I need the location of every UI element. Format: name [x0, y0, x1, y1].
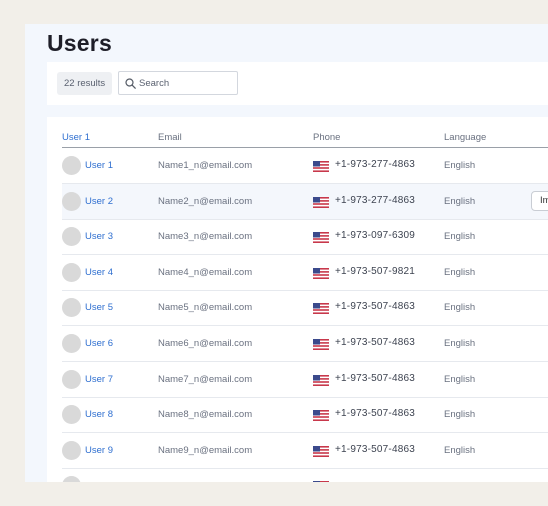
us-flag-icon	[313, 373, 329, 386]
table-row[interactable]: User 6 Name6_n@email.com +1-973-507-4863 En…	[62, 326, 548, 362]
search-input[interactable]	[139, 75, 233, 91]
row-action-button[interactable]: Im	[531, 190, 548, 211]
toolbar: 22 results	[47, 62, 548, 105]
avatar	[62, 440, 81, 460]
column-header-phone[interactable]: Phone	[313, 132, 341, 143]
results-count-badge: 22 results	[57, 72, 113, 95]
us-flag-icon	[313, 159, 329, 172]
table-header: User 1 Email Phone Language	[62, 117, 548, 148]
user-email: Name8_n@email.com	[158, 409, 253, 421]
column-header-user[interactable]: User 1	[62, 132, 90, 143]
user-email: Name3_n@email.com	[158, 231, 253, 243]
user-email: Name5_n@email.com	[158, 302, 253, 314]
user-name-link[interactable]: User 5	[85, 302, 113, 314]
users-table: User 1 Email Phone Language User 1 Name1_…	[47, 117, 548, 482]
user-language: English	[444, 302, 476, 314]
user-name-link[interactable]: User 6	[85, 338, 113, 349]
user-language: English	[444, 160, 476, 171]
table-row[interactable]: User 8 Name8_n@email.com +1-973-507-4863 En…	[62, 397, 548, 434]
user-phone: +1-973-507-4863	[335, 372, 416, 384]
us-flag-icon	[313, 444, 329, 457]
table-row[interactable]: User 7 Name7_n@email.com +1-973-507-4863 En…	[62, 362, 548, 398]
user-language: English	[444, 195, 476, 207]
table-row[interactable]: User 4 Name4_n@email.com +1-973-507-9821 En…	[62, 255, 548, 291]
user-language: English	[444, 444, 476, 456]
user-email: Name4_n@email.com	[158, 266, 253, 278]
table-row[interactable]	[62, 468, 548, 482]
user-name-link[interactable]: User 2	[85, 195, 113, 207]
user-email: Name7_n@email.com	[158, 373, 253, 385]
avatar	[62, 334, 81, 353]
user-email: Name9_n@email.com	[158, 444, 253, 456]
user-email: Name2_n@email.com	[158, 195, 253, 207]
avatar	[62, 191, 81, 211]
user-language: English	[444, 373, 476, 385]
user-phone: +1-973-507-4863	[335, 443, 416, 455]
user-phone: +1-973-507-4863	[335, 408, 416, 420]
user-phone: +1-973-277-4863	[335, 159, 416, 170]
page-title: Users	[47, 30, 112, 56]
us-flag-icon	[313, 301, 329, 315]
user-name-link[interactable]: User 1	[85, 160, 113, 171]
user-name-link[interactable]: User 3	[85, 231, 113, 243]
user-phone: +1-973-507-4863	[335, 301, 416, 313]
table-row[interactable]: User 3 Name3_n@email.com +1-973-097-6309 En…	[62, 219, 548, 256]
avatar	[62, 227, 81, 247]
search-box[interactable]	[118, 71, 238, 95]
user-phone: +1-973-097-6309	[335, 230, 416, 242]
column-header-email[interactable]: Email	[158, 132, 182, 143]
avatar	[62, 156, 81, 175]
avatar	[62, 476, 81, 482]
avatar	[62, 262, 81, 282]
us-flag-icon	[313, 195, 329, 208]
table-row[interactable]: User 5 Name5_n@email.com +1-973-507-4863 En…	[62, 290, 548, 327]
us-flag-icon	[313, 479, 329, 482]
us-flag-icon	[313, 337, 329, 350]
user-language: English	[444, 231, 476, 243]
us-flag-icon	[313, 408, 329, 422]
user-phone: +1-973-277-4863	[335, 194, 416, 206]
user-language: English	[444, 409, 476, 421]
search-icon	[125, 78, 136, 89]
user-language: English	[444, 338, 476, 349]
user-name-link[interactable]: User 7	[85, 373, 113, 385]
user-language: English	[444, 266, 476, 278]
table-row[interactable]: User 9 Name9_n@email.com +1-973-507-4863 En…	[62, 433, 548, 469]
users-panel: Users 22 results User 1 Email Phone Lang…	[25, 24, 548, 482]
user-name-link[interactable]: User 4	[85, 266, 113, 278]
user-name-link[interactable]: User 9	[85, 444, 113, 456]
table-row[interactable]: User 2 Name2_n@email.com +1-973-277-4863 En…	[62, 183, 548, 220]
user-email: Name6_n@email.com	[158, 338, 253, 349]
table-row[interactable]: User 1 Name1_n@email.com +1-973-277-4863 En…	[62, 148, 548, 184]
avatar	[62, 405, 81, 425]
user-phone: +1-973-507-9821	[335, 265, 416, 277]
us-flag-icon	[313, 230, 329, 244]
avatar	[62, 369, 81, 389]
us-flag-icon	[313, 266, 329, 279]
avatar	[62, 298, 81, 318]
user-name-link[interactable]: User 8	[85, 409, 113, 421]
user-email: Name1_n@email.com	[158, 160, 253, 171]
column-header-language[interactable]: Language	[444, 132, 487, 143]
user-phone: +1-973-507-4863	[335, 337, 416, 348]
